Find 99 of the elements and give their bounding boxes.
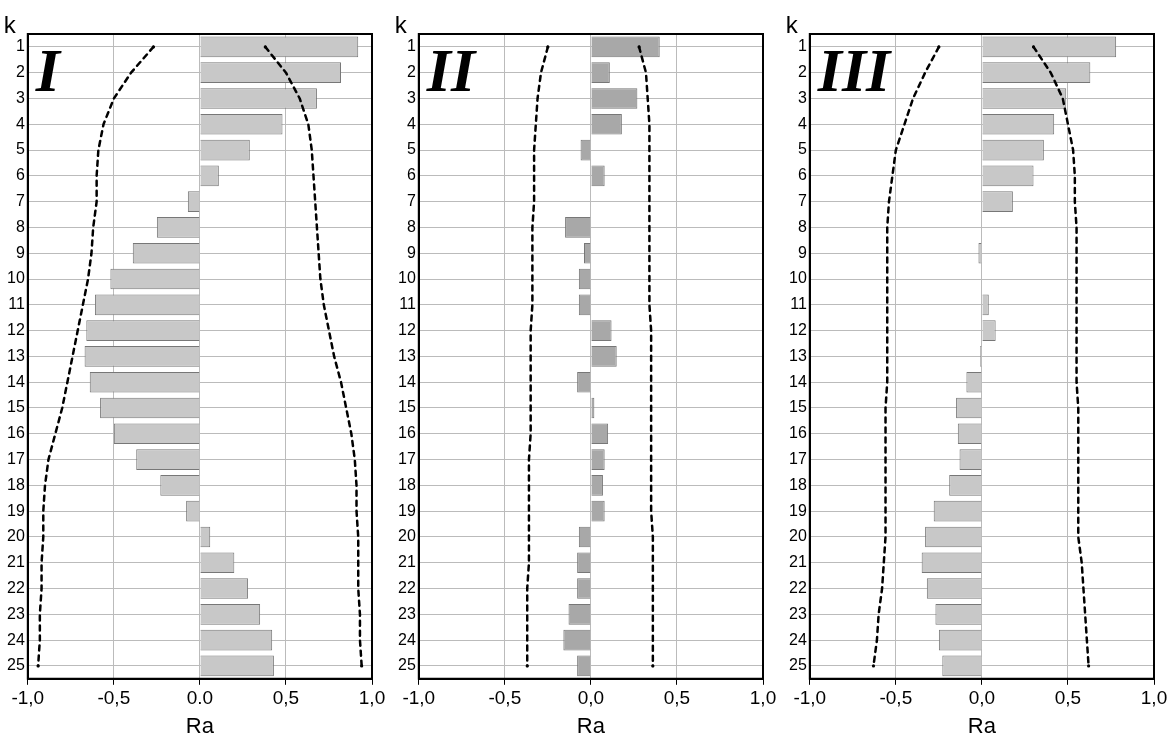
x-tick-label: -1,0 xyxy=(793,687,827,709)
y-tick-label: 25 xyxy=(789,656,807,674)
y-tick-label: 7 xyxy=(797,192,807,210)
y-tick-label: 24 xyxy=(7,630,25,648)
y-tick-label: 8 xyxy=(406,217,416,235)
y-tick-label: 8 xyxy=(797,217,807,235)
x-tick-label: -0,5 xyxy=(488,687,522,709)
y-tick-label: 11 xyxy=(790,295,807,313)
x-tick-label: 1,0 xyxy=(358,687,386,709)
y-tick-label: 5 xyxy=(406,140,416,158)
y-tick-label: 19 xyxy=(789,501,807,519)
y-tick-label: 20 xyxy=(7,527,25,545)
y-tick-label: 11 xyxy=(8,295,25,313)
x-tick-label: 0,0 xyxy=(577,687,605,709)
x-tick-label: -1,0 xyxy=(11,687,45,709)
x-tick-label: 0,5 xyxy=(663,687,691,709)
y-tick-label: 9 xyxy=(797,243,807,261)
y-tick-label: 25 xyxy=(7,656,25,674)
y-tick-label: 19 xyxy=(7,501,25,519)
y-tick-label: 15 xyxy=(789,398,807,416)
x-axis-title: Ra xyxy=(576,712,606,738)
y-tick-label: 4 xyxy=(797,114,807,132)
x-tick-label: -0,5 xyxy=(97,687,131,709)
y-tick-label: 22 xyxy=(789,578,807,596)
y-tick-label: 21 xyxy=(7,553,25,571)
y-axis-title: k xyxy=(394,10,408,38)
y-tick-label: 18 xyxy=(7,475,25,493)
y-tick-label: 23 xyxy=(7,604,25,622)
y-tick-label: 12 xyxy=(789,321,807,339)
y-tick-label: 1 xyxy=(15,37,25,55)
x-tick-label: -0,5 xyxy=(879,687,913,709)
y-tick-label: 24 xyxy=(789,630,807,648)
y-tick-label: 14 xyxy=(398,372,416,390)
x-tick-label: 0,5 xyxy=(1054,687,1082,709)
y-axis-title: k xyxy=(3,10,17,38)
y-tick-label: 7 xyxy=(15,192,25,210)
y-tick-label: 6 xyxy=(797,166,807,184)
y-tick-label: 18 xyxy=(789,475,807,493)
y-tick-label: 20 xyxy=(789,527,807,545)
y-tick-label: 22 xyxy=(398,578,416,596)
y-tick-label: 21 xyxy=(789,553,807,571)
x-tick-label: 0,5 xyxy=(272,687,300,709)
y-tick-label: 5 xyxy=(15,140,25,158)
x-tick-label: -1,0 xyxy=(402,687,436,709)
y-tick-label: 20 xyxy=(398,527,416,545)
y-tick-label: 10 xyxy=(398,269,416,287)
y-tick-label: 23 xyxy=(398,604,416,622)
y-tick-label: 13 xyxy=(789,346,807,364)
x-axis-title: Ra xyxy=(967,712,997,738)
y-tick-label: 1 xyxy=(406,37,416,55)
y-tick-label: 13 xyxy=(7,346,25,364)
y-tick-label: 14 xyxy=(789,372,807,390)
y-tick-label: 4 xyxy=(15,114,25,132)
y-tick-label: 3 xyxy=(406,88,416,106)
y-tick-label: 18 xyxy=(398,475,416,493)
y-tick-label: 17 xyxy=(398,449,416,467)
x-tick-label: 1,0 xyxy=(749,687,777,709)
x-axis-title: Ra xyxy=(185,712,215,738)
y-tick-label: 16 xyxy=(398,424,416,442)
x-tick-label: 1,0 xyxy=(1140,687,1168,709)
chart-title: III xyxy=(816,36,893,105)
x-tick-label: 0.0 xyxy=(186,687,214,709)
y-tick-label: 10 xyxy=(789,269,807,287)
y-tick-label: 3 xyxy=(15,88,25,106)
y-tick-label: 2 xyxy=(797,63,807,81)
y-tick-label: 11 xyxy=(399,295,416,313)
chart-title: II xyxy=(425,36,477,105)
y-tick-label: 4 xyxy=(406,114,416,132)
y-axis-title: k xyxy=(785,10,799,38)
y-tick-label: 14 xyxy=(7,372,25,390)
y-tick-label: 5 xyxy=(797,140,807,158)
y-tick-label: 1 xyxy=(797,37,807,55)
y-tick-label: 7 xyxy=(406,192,416,210)
y-tick-label: 15 xyxy=(398,398,416,416)
y-tick-label: 9 xyxy=(15,243,25,261)
x-tick-label: 0,0 xyxy=(968,687,996,709)
y-tick-label: 15 xyxy=(7,398,25,416)
y-tick-label: 17 xyxy=(7,449,25,467)
y-tick-label: 6 xyxy=(15,166,25,184)
y-tick-label: 16 xyxy=(789,424,807,442)
y-tick-label: 22 xyxy=(7,578,25,596)
y-tick-label: 10 xyxy=(7,269,25,287)
y-tick-label: 13 xyxy=(398,346,416,364)
chart-title: I xyxy=(34,36,62,105)
y-tick-label: 23 xyxy=(789,604,807,622)
y-tick-label: 25 xyxy=(398,656,416,674)
y-tick-label: 16 xyxy=(7,424,25,442)
y-tick-label: 2 xyxy=(406,63,416,81)
y-tick-label: 17 xyxy=(789,449,807,467)
y-tick-label: 3 xyxy=(797,88,807,106)
y-tick-label: 24 xyxy=(398,630,416,648)
y-tick-label: 9 xyxy=(406,243,416,261)
y-tick-label: 12 xyxy=(7,321,25,339)
y-tick-label: 21 xyxy=(398,553,416,571)
y-tick-label: 8 xyxy=(15,217,25,235)
y-tick-label: 19 xyxy=(398,501,416,519)
y-tick-label: 2 xyxy=(15,63,25,81)
y-tick-label: 12 xyxy=(398,321,416,339)
y-tick-label: 6 xyxy=(406,166,416,184)
